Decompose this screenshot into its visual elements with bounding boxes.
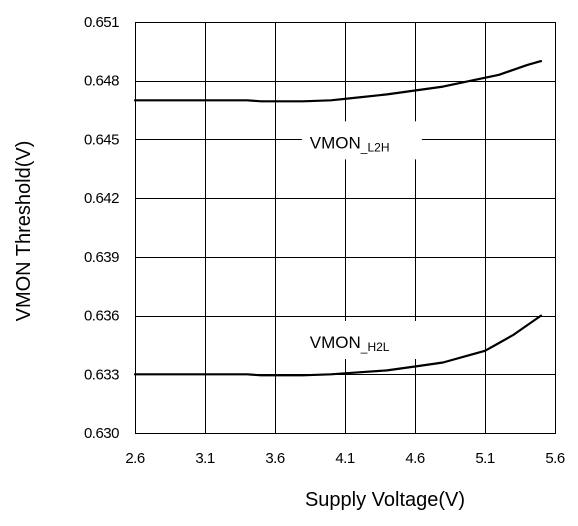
x-tick-label: 5.6 [545,450,565,467]
x-tick-label: 3.1 [195,450,215,467]
x-tick-label: 4.1 [335,450,355,467]
y-tick-label: 0.630 [84,425,119,442]
annotation-background [301,121,422,160]
x-tick-label: 2.6 [125,450,145,467]
series-annotation: VMON_L2H [310,133,390,154]
y-tick-label: 0.651 [84,14,119,31]
annotations: VMON_L2H VMON_H2L [310,133,390,354]
y-tick-label: 0.636 [84,308,119,325]
y-tick-label: 0.645 [84,131,119,148]
y-tick-label: 0.642 [84,190,119,207]
series-line-vmon-h2l [133,314,543,377]
y-tick-labels: 0.630 0.633 0.636 0.639 0.642 0.645 0.648 0.651 [84,14,120,442]
grid [135,22,556,434]
x-axis-label: Supply Voltage(V) [305,489,465,511]
x-tick-label: 3.6 [265,450,285,467]
x-tick-labels: 2.6 3.1 3.6 4.1 4.6 5.1 5.6 [125,450,565,467]
x-tick-label: 5.1 [475,450,495,467]
x-tick-label: 4.6 [405,450,425,467]
series-line-vmon-l2h [133,59,543,103]
y-tick-label: 0.639 [84,249,119,266]
series-layer [133,59,543,377]
y-tick-label: 0.648 [84,73,119,90]
y-axis-label: VMON Threshold(V) [13,141,35,322]
plot-frame [135,22,556,434]
annotation-background [301,320,422,359]
series-annotation: VMON_H2L [310,333,390,354]
y-tick-label: 0.633 [84,366,119,383]
